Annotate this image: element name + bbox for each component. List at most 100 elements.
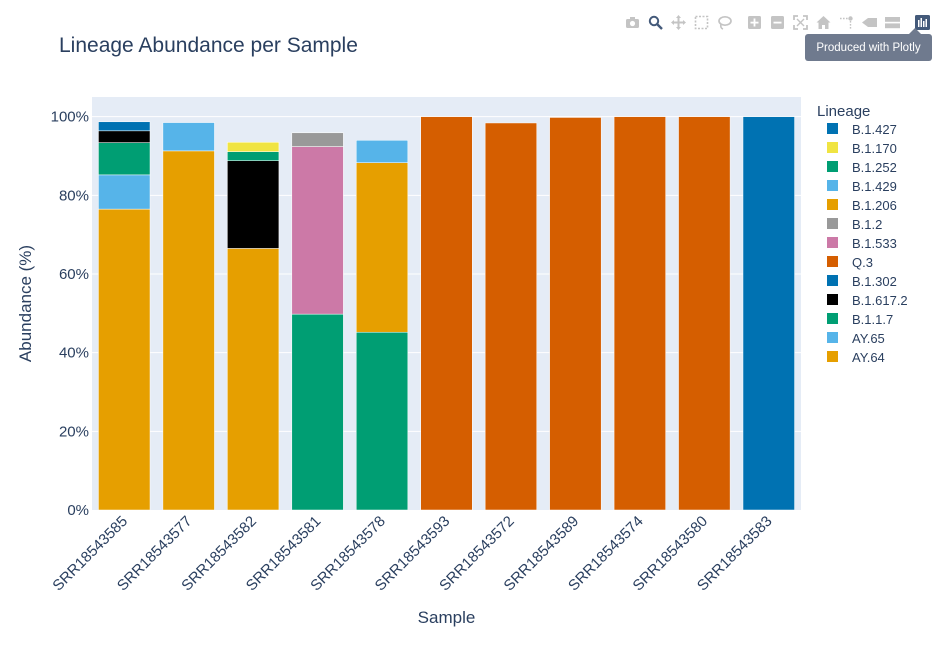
bar-segment-q-3[interactable]: [678, 116, 731, 511]
bar-segment-b-1-206[interactable]: [227, 248, 280, 511]
chart-title: Lineage Abundance per Sample: [59, 34, 358, 57]
legend-label: AY.65: [852, 331, 885, 346]
legend-swatch: [827, 142, 838, 153]
reset-axes-button[interactable]: [814, 13, 832, 31]
hover-closest-icon: [861, 17, 877, 27]
camera-icon: [625, 16, 639, 28]
bar-segment-b-1-533[interactable]: [291, 146, 344, 315]
bar-segment-b-1-427[interactable]: [742, 116, 795, 511]
y-tick-label: 0%: [67, 502, 89, 519]
bar-segment-b-1-617-2[interactable]: [98, 130, 151, 143]
legend-swatch: [827, 218, 838, 229]
bar-segment-b-1-1-7[interactable]: [291, 313, 344, 511]
modebar-tooltip: Produced with Plotly: [805, 28, 932, 61]
legend-label: B.1.429: [852, 179, 897, 194]
y-tick-label: 20%: [59, 423, 89, 440]
hover-closest-button[interactable]: [860, 13, 878, 31]
bar-segment-ay-65[interactable]: [98, 174, 151, 210]
camera-button[interactable]: [623, 13, 641, 31]
modebar: [618, 10, 931, 34]
autoscale-button[interactable]: [791, 13, 809, 31]
y-tick-label: 100%: [51, 109, 89, 126]
pan-button[interactable]: [669, 13, 687, 31]
zoom-in-icon: [747, 15, 761, 29]
legend-label: B.1.617.2: [852, 293, 908, 308]
bar-segment-ay-64[interactable]: [98, 208, 151, 511]
bar-segment-b-1-206[interactable]: [162, 150, 215, 511]
bar-segment-b-1-1-7[interactable]: [227, 151, 280, 161]
bar-segment-b-1-170[interactable]: [227, 141, 280, 152]
plotly-logo-icon: [914, 14, 930, 30]
bar-segment-b-1-302[interactable]: [98, 121, 151, 132]
y-axis-title: Abundance (%): [16, 245, 35, 362]
zoom-out-button[interactable]: [768, 13, 786, 31]
legend-swatch: [827, 180, 838, 191]
bar-segment-b-1-429[interactable]: [356, 140, 409, 163]
legend-label: B.1.427: [852, 122, 897, 137]
legend-swatch: [827, 332, 838, 343]
bar-segment-q-3[interactable]: [420, 116, 473, 511]
legend-item[interactable]: Q.3: [827, 255, 873, 270]
zoom-icon: [648, 15, 663, 30]
legend-swatch: [827, 161, 838, 172]
zoom-button[interactable]: [646, 13, 664, 31]
box-select-button[interactable]: [692, 13, 710, 31]
reset-axes-icon: [816, 15, 830, 29]
legend-swatch: [827, 294, 838, 305]
legend-swatch: [827, 313, 838, 324]
x-axis-ticks: SRR18543585SRR18543577SRR18543582SRR1854…: [49, 513, 775, 595]
legend-item[interactable]: B.1.427: [827, 122, 897, 137]
legend-item[interactable]: B.1.252: [827, 160, 897, 175]
legend-label: B.1.1.7: [852, 312, 893, 327]
bar-segment-b-1-2[interactable]: [291, 132, 344, 147]
legend-title: Lineage: [817, 103, 870, 120]
bar-segment-q-3[interactable]: [613, 116, 666, 511]
toggle-spike-lines-button[interactable]: [837, 13, 855, 31]
legend-label: AY.64: [852, 350, 885, 365]
bar-segment-b-1-1-7[interactable]: [356, 331, 409, 511]
legend-label: B.1.2: [852, 217, 882, 232]
legend-item[interactable]: AY.65: [827, 331, 885, 346]
legend-swatch: [827, 351, 838, 362]
legend-label: B.1.170: [852, 141, 897, 156]
plotly-logo-button[interactable]: [913, 13, 931, 31]
autoscale-icon: [792, 14, 808, 30]
legend-swatch: [827, 237, 838, 248]
legend-item[interactable]: B.1.429: [827, 179, 897, 194]
hover-compare-button[interactable]: [883, 13, 901, 31]
legend-swatch: [827, 256, 838, 267]
legend-label: B.1.302: [852, 274, 897, 289]
legend-item[interactable]: AY.64: [827, 350, 885, 365]
pan-icon: [670, 14, 686, 30]
legend-item[interactable]: B.1.533: [827, 236, 897, 251]
legend-item[interactable]: B.1.2: [827, 217, 882, 232]
legend-swatch: [827, 199, 838, 210]
lasso-select-button[interactable]: [715, 13, 733, 31]
legend-item[interactable]: B.1.617.2: [827, 293, 908, 308]
legend-swatch: [827, 275, 838, 286]
zoom-in-button[interactable]: [745, 13, 763, 31]
legend-label: Q.3: [852, 255, 873, 270]
legend-label: B.1.252: [852, 160, 897, 175]
legend-item[interactable]: B.1.302: [827, 274, 897, 289]
y-tick-label: 60%: [59, 266, 89, 283]
zoom-out-icon: [770, 15, 784, 29]
legend-swatch: [827, 123, 838, 134]
bar-segment-b-1-429[interactable]: [162, 122, 215, 152]
bar-segment-q-3[interactable]: [549, 117, 602, 511]
box-select-icon: [694, 15, 708, 29]
legend-item[interactable]: B.1.206: [827, 198, 897, 213]
y-tick-label: 80%: [59, 187, 89, 204]
legend-label: B.1.206: [852, 198, 897, 213]
bar-segment-b-1-206[interactable]: [356, 162, 409, 333]
y-tick-label: 40%: [59, 345, 89, 362]
bar-segment-b-1-1-7[interactable]: [98, 142, 151, 176]
legend: Lineage B.1.427 B.1.170 B.1.252 B.1.429 B.1.…: [817, 103, 908, 365]
x-axis-title: Sample: [418, 608, 476, 627]
legend-item[interactable]: B.1.1.7: [827, 312, 893, 327]
legend-item[interactable]: B.1.170: [827, 141, 897, 156]
bar-segment-q-3[interactable]: [484, 122, 537, 511]
bar-segment-b-1-617-2[interactable]: [227, 160, 280, 249]
toggle-spike-lines-icon: [839, 15, 853, 29]
